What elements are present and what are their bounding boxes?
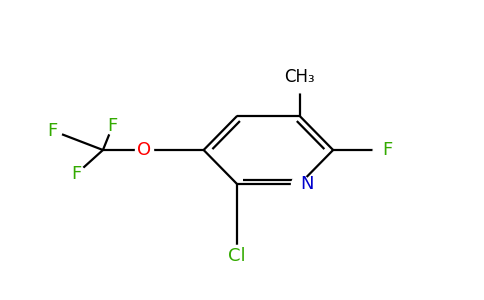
Text: CH₃: CH₃	[284, 68, 315, 86]
Text: F: F	[47, 122, 58, 140]
Text: F: F	[107, 117, 118, 135]
Text: O: O	[136, 141, 151, 159]
Text: Cl: Cl	[228, 247, 246, 265]
Text: F: F	[382, 141, 393, 159]
Text: N: N	[300, 175, 314, 193]
Text: F: F	[72, 165, 82, 183]
